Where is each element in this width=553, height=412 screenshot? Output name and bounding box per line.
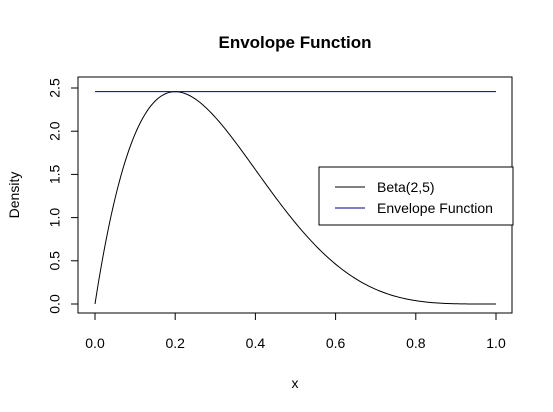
y-tick-label: 0.5 — [47, 251, 63, 271]
x-tick-label: 1.0 — [486, 335, 506, 351]
x-tick-label: 0.6 — [326, 335, 346, 351]
legend-box — [318, 166, 514, 226]
legend-entry-envelope: Envelope Function — [377, 200, 493, 216]
y-axis-label: Density — [6, 172, 22, 219]
chart-title: Envolope Function — [219, 33, 372, 52]
x-tick-label: 0.8 — [406, 335, 426, 351]
y-tick-label: 1.0 — [47, 208, 63, 228]
y-tick-label: 2.0 — [47, 121, 63, 141]
legend: Beta(2,5) Envelope Function — [318, 166, 514, 226]
y-tick-label: 0.0 — [47, 294, 63, 314]
x-tick-label: 0.0 — [85, 335, 105, 351]
series-layer — [94, 91, 496, 305]
y-axis: 0.0 0.5 1.0 1.5 2.0 2.5 — [47, 78, 79, 314]
legend-entry-beta: Beta(2,5) — [377, 179, 435, 195]
y-tick-label: 2.5 — [47, 78, 63, 98]
x-axis: 0.0 0.2 0.4 0.6 0.8 1.0 — [85, 312, 506, 351]
x-axis-label: x — [292, 375, 299, 391]
x-tick-label: 0.4 — [246, 335, 266, 351]
series-line-beta — [94, 91, 496, 305]
x-tick-label: 0.2 — [165, 335, 185, 351]
y-tick-label: 1.5 — [47, 164, 63, 184]
